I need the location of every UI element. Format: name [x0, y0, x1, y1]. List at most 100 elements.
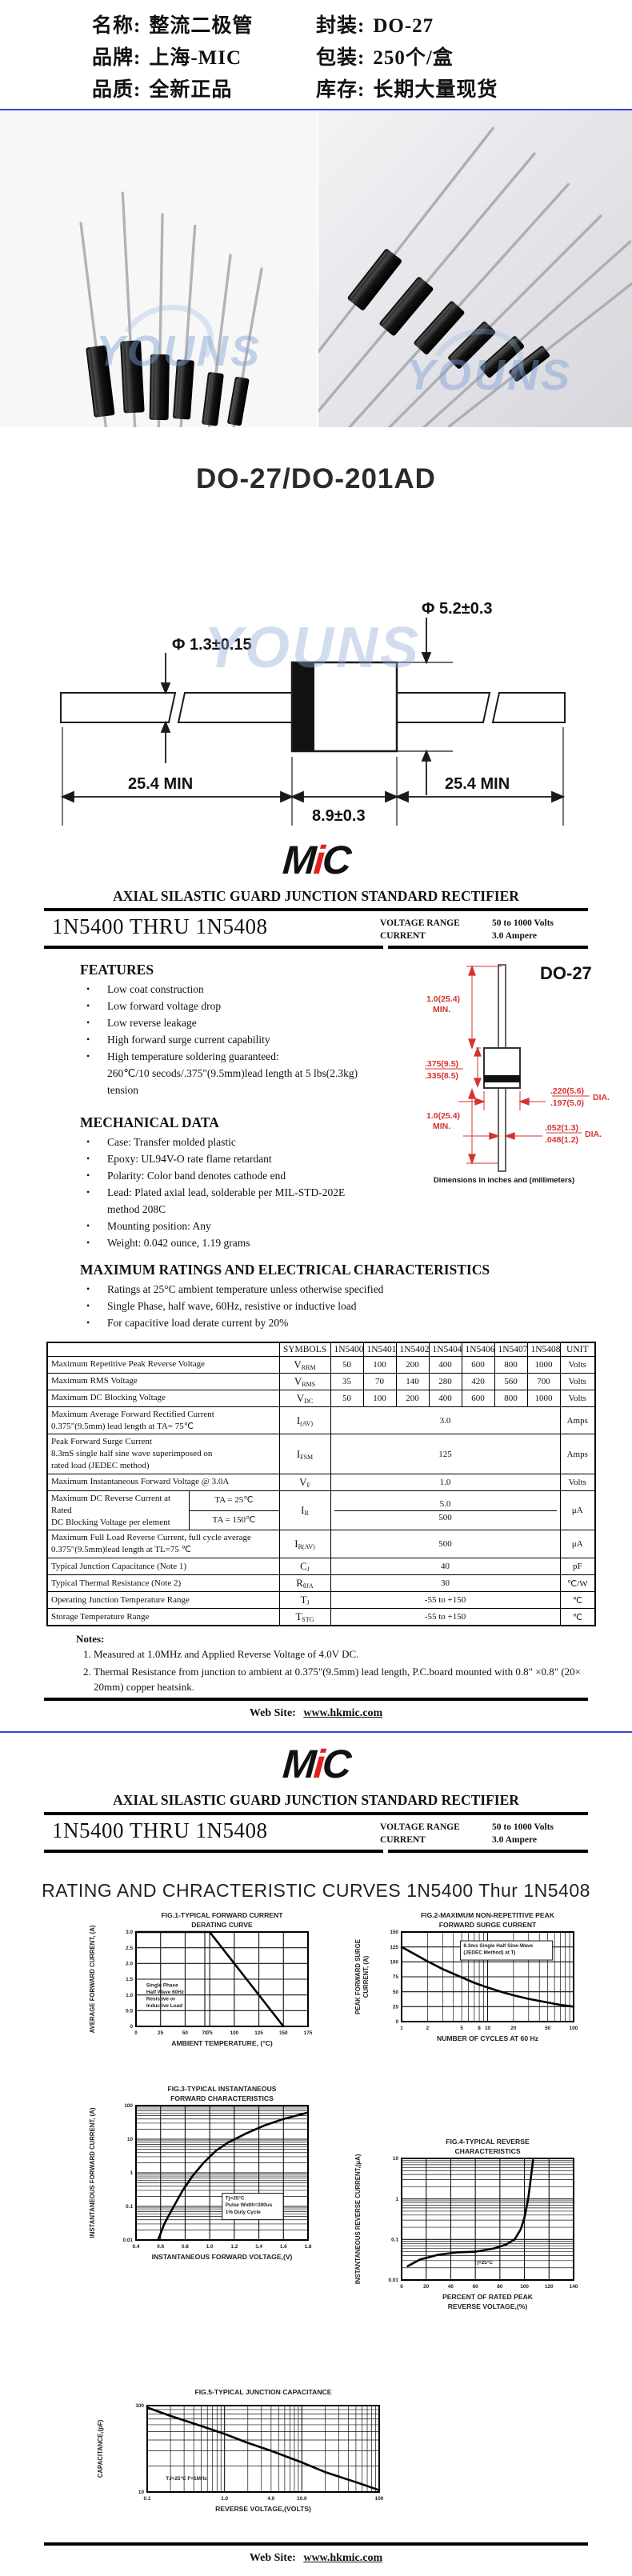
svg-text:0.1: 0.1 — [144, 2496, 151, 2502]
value-cell: 800 — [494, 1355, 528, 1374]
svg-text:1% Duty Cycle: 1% Duty Cycle — [226, 2209, 261, 2214]
footer-text: Web Site: www.hkmic.com — [0, 2546, 632, 2576]
right-lead-segment — [396, 692, 491, 723]
footer-text: Web Site: www.hkmic.com — [0, 1701, 632, 1731]
ratings-bullets: Ratings at 25°C ambient temperature unle… — [80, 1282, 584, 1332]
do27-package-diagram: DO-27 — [425, 963, 610, 1185]
bottom-lead-min: MIN. — [433, 1122, 450, 1131]
parameter-cell: Maximum Average Forward Rectified Curren… — [46, 1406, 280, 1435]
current-value: 3.0 Ampere — [492, 931, 538, 941]
table-row: Typical Thermal Resistance (Note 2) RθJA 3… — [46, 1574, 596, 1593]
mechanical-heading: MECHANICAL DATA — [80, 1114, 219, 1131]
product-attribute: 库存: 长期大量现货 — [316, 79, 498, 101]
right-lead-segment — [491, 692, 566, 723]
svg-text:0: 0 — [400, 2284, 403, 2290]
parameter-cell: Maximum Full Load Reverse Current, full … — [46, 1530, 280, 1559]
body-dia-unit: DIA. — [593, 1093, 610, 1102]
svg-text:1.5: 1.5 — [126, 1977, 133, 1982]
table-row: Peak Forward Surge Current 8.3mS single … — [46, 1434, 596, 1474]
table-row: Maximum DC Blocking Voltage VDC 50 100 200 40… — [46, 1389, 596, 1407]
diode-illustration — [171, 224, 197, 427]
spec-pairs: VOLTAGE RANGE 50 to 1000 Volts CURRENT 3.0… — [380, 914, 554, 942]
svg-text:1: 1 — [395, 2197, 398, 2202]
svg-text:100: 100 — [570, 2026, 578, 2031]
column-header: 1N5401 — [362, 1342, 397, 1357]
rule — [44, 908, 588, 911]
value-cell: 3.0 — [330, 1406, 561, 1435]
product-attribute: 封装: DO-27 — [316, 15, 434, 37]
value-cell: 140 — [395, 1372, 430, 1390]
product-attribute: 名称: 整流二极管 — [92, 15, 254, 37]
list-item: Weight: 0.042 ounce, 1.19 grams — [80, 1235, 380, 1252]
fig4-reverse-characteristics-chart: FIG.4-TYPICAL REVERSE CHARACTERISTICS 0 20 4… — [352, 2134, 600, 2353]
list-item: Measured at 1.0MHz and Applied Reverse V… — [94, 1647, 588, 1662]
table-row: Typical Junction Capacitance (Note 1) CJ 4… — [46, 1558, 596, 1576]
svg-text:100: 100 — [124, 2103, 133, 2109]
diode-illustration — [414, 240, 632, 427]
value-cell: 500 — [330, 1530, 561, 1559]
part-range: 1N5400 THRU 1N5408 — [52, 914, 268, 938]
svg-text:Pulse Width=300us: Pulse Width=300us — [226, 2202, 273, 2208]
bottom-lead-length: 1.0(25.4) — [426, 1111, 460, 1121]
svg-text:AVERAGE FORWARD CURRENT, (A): AVERAGE FORWARD CURRENT, (A) — [89, 1925, 96, 2033]
unit-cell: pF — [559, 1558, 596, 1576]
body-length-label: 8.9±0.3 — [312, 807, 366, 825]
voltage-range-value: 50 to 1000 Volts — [492, 918, 554, 928]
svg-text:(JEDEC Method) at Tj: (JEDEC Method) at Tj — [463, 1950, 515, 1955]
value-cell: -55 to +150 — [330, 1591, 561, 1610]
svg-text:0: 0 — [395, 2019, 398, 2025]
package-title: DO-27/DO-201AD — [196, 463, 436, 494]
value-cell: 5.0 500 — [330, 1490, 561, 1531]
value-cell: 560 — [494, 1372, 528, 1390]
svg-text:3.0: 3.0 — [126, 1930, 133, 1935]
diode-illustration — [79, 222, 124, 427]
vf-if-curve — [157, 2111, 310, 2241]
svg-text:CURRENT, (A): CURRENT, (A) — [362, 1955, 370, 1998]
website-link[interactable]: www.hkmic.com — [303, 1706, 383, 1719]
lead-length-right-label: 25.4 MIN — [445, 775, 510, 793]
voltage-range-label: VOLTAGE RANGE — [380, 1822, 460, 1832]
svg-text:0.4: 0.4 — [133, 2244, 140, 2250]
diode-illustration — [218, 267, 263, 427]
website-label: Web Site: — [249, 2551, 296, 2564]
lead-dia-min: .048(1.2) — [545, 1135, 578, 1145]
fig5-chart-svg: FIG.5-TYPICAL JUNCTION CAPACITANCE 0.1 1.0… — [97, 2388, 384, 2513]
svg-text:100: 100 — [375, 2496, 384, 2502]
table-row: Operating Junction Temperature Range TJ -5… — [46, 1591, 596, 1610]
list-item: Low coat construction — [80, 982, 380, 998]
rule — [44, 1811, 588, 1815]
svg-text:INSTANTANEOUS REVERSE CURRENT,: INSTANTANEOUS REVERSE CURRENT,(μA) — [354, 2154, 362, 2284]
parameter-cell: Typical Junction Capacitance (Note 1) — [46, 1558, 280, 1576]
left-lead-segment — [60, 692, 177, 723]
parameter-cell: Maximum DC Reverse Current at Rated DC B… — [46, 1490, 280, 1531]
current-value: 3.0 Ampere — [492, 1834, 538, 1845]
svg-text:2.5: 2.5 — [126, 1946, 133, 1951]
unit-cell: ℃ — [559, 1591, 596, 1610]
symbol-cell: VF — [278, 1473, 331, 1491]
value-cell: 1000 — [526, 1355, 561, 1374]
svg-text:1.4: 1.4 — [255, 2244, 262, 2250]
photo-diodes-upright: YOUNS — [0, 110, 317, 427]
current-label: CURRENT — [380, 1834, 426, 1845]
fig1-forward-current-derating-chart: FIG.1-TYPICAL FORWARD CURRENT DERATING CU… — [86, 1908, 334, 2082]
svg-text:75: 75 — [207, 2030, 214, 2036]
list-item: Polarity: Color band denotes cathode end — [80, 1168, 380, 1185]
fig1-chart-svg: FIG.1-TYPICAL FORWARD CURRENT DERATING CU… — [89, 1911, 313, 2047]
value-cell: 400 — [428, 1355, 462, 1374]
column-header — [46, 1342, 280, 1357]
symbol-cell: IR — [278, 1490, 331, 1531]
svg-text:60: 60 — [473, 2284, 479, 2290]
svg-text:10: 10 — [485, 2026, 491, 2031]
dimension-drawing-svg: Φ 1.3±0.15 Φ 5.2±0.3 25.4 MIN 25.4 MIN 8… — [60, 600, 566, 826]
product-attribute: 品质: 全新正品 — [92, 79, 233, 101]
svg-text:0.5: 0.5 — [126, 2008, 133, 2014]
voltage-range-value: 50 to 1000 Volts — [492, 1822, 554, 1832]
svg-text:8.3ms Single Half Sine-Wave: 8.3ms Single Half Sine-Wave — [463, 1943, 533, 1949]
svg-text:50: 50 — [393, 1990, 399, 1995]
value-cell: 400 — [428, 1389, 462, 1407]
svg-text:Tj=25°C: Tj=25°C — [474, 2259, 493, 2266]
svg-text:Single Phase: Single Phase — [146, 1982, 178, 1988]
website-link[interactable]: www.hkmic.com — [303, 2551, 383, 2564]
list-item: Mounting position: Any — [80, 1218, 380, 1235]
